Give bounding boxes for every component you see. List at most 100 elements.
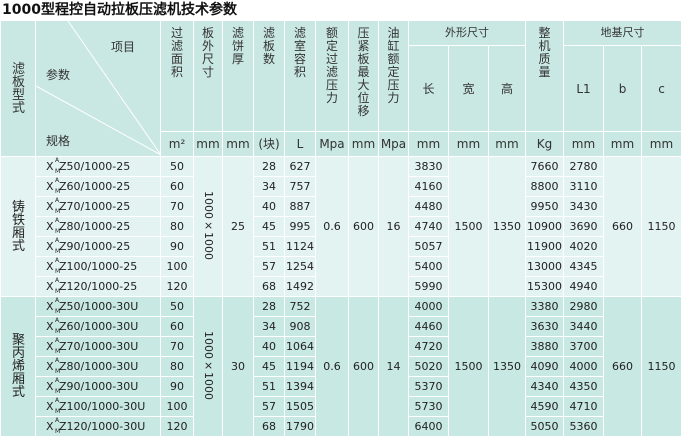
area: 100 xyxy=(167,400,188,413)
area-cell: 80 xyxy=(161,357,194,377)
model-name: Z50/1000-25 xyxy=(59,160,130,173)
l1-cell: 2780 xyxy=(564,157,604,177)
outer-dims-label: 外形尺寸 xyxy=(445,26,489,39)
model-name: Z80/1000-30U xyxy=(59,360,138,373)
sub-name: b xyxy=(619,82,627,96)
plate-size-cell: 1000×1000 xyxy=(194,157,223,297)
volume-cell: 995 xyxy=(285,217,316,237)
l1-cell: 4940 xyxy=(564,277,604,297)
unit: Mpa xyxy=(381,137,406,151)
weight: 5050 xyxy=(531,420,559,433)
area: 50 xyxy=(170,160,184,173)
l1: 3440 xyxy=(570,320,598,333)
travel-cell: 600 xyxy=(349,297,379,437)
height-cell: 1350 xyxy=(489,157,526,297)
length-cell: 4160 xyxy=(409,177,449,197)
weight-cell: 4090 xyxy=(526,357,564,377)
area: 90 xyxy=(170,240,184,253)
sub-name: 长 xyxy=(422,82,434,96)
plates: 45 xyxy=(262,220,276,233)
sub-name: 高 xyxy=(501,82,513,96)
volume-cell: 1492 xyxy=(285,277,316,297)
prefix-x: X xyxy=(46,300,54,313)
col-name: 滤板数 xyxy=(263,27,275,66)
l1: 2980 xyxy=(570,300,598,313)
oil-pressure-cell: 14 xyxy=(379,297,409,437)
unit-cell: mm xyxy=(449,132,489,157)
height: 1350 xyxy=(493,360,521,373)
width-cell: 1500 xyxy=(449,157,489,297)
pressure: 0.6 xyxy=(323,360,341,373)
area: 90 xyxy=(170,380,184,393)
header-base-dims: 地基尺寸 xyxy=(564,21,681,46)
width: 1500 xyxy=(455,360,483,373)
prefix-x: X xyxy=(46,200,54,213)
length: 5370 xyxy=(415,380,443,393)
b: 660 xyxy=(612,220,633,233)
l1: 4350 xyxy=(570,380,598,393)
weight-cell: 4340 xyxy=(526,377,564,397)
area-cell: 80 xyxy=(161,217,194,237)
volume-cell: 1064 xyxy=(285,337,316,357)
unit: L xyxy=(297,137,304,151)
col-name: 过滤面积 xyxy=(171,27,183,79)
length-cell: 4480 xyxy=(409,197,449,217)
header-weight: 整机质量 xyxy=(526,21,564,132)
plate-type-cell: 聚丙烯厢式 xyxy=(1,297,36,437)
length: 5990 xyxy=(415,280,443,293)
prefix-x: X xyxy=(46,420,54,433)
area-cell: 70 xyxy=(161,197,194,217)
model-name: Z90/1000-30U xyxy=(59,380,138,393)
header-col: 滤板数 xyxy=(254,21,285,132)
length: 4160 xyxy=(415,180,443,193)
travel: 600 xyxy=(353,220,374,233)
unit: mm xyxy=(611,137,634,151)
area-cell: 100 xyxy=(161,397,194,417)
plates: 57 xyxy=(262,260,276,273)
length-cell: 4000 xyxy=(409,297,449,317)
param-label: 参数 xyxy=(46,69,70,81)
l1: 4345 xyxy=(570,260,598,273)
c-cell: 1150 xyxy=(642,157,681,297)
area: 70 xyxy=(170,200,184,213)
l1: 3690 xyxy=(570,220,598,233)
length: 4000 xyxy=(415,300,443,313)
c-cell: 1150 xyxy=(642,297,681,437)
area-cell: 90 xyxy=(161,377,194,397)
col-name: 额定过滤压力 xyxy=(326,27,338,105)
unit: m² xyxy=(169,137,186,151)
b-cell: 660 xyxy=(604,297,642,437)
unit-cell: mm xyxy=(409,132,449,157)
plates-cell: 28 xyxy=(254,297,285,317)
unit: Kg xyxy=(537,137,553,151)
l1-cell: 3430 xyxy=(564,197,604,217)
plate-size: 1000×1000 xyxy=(202,331,214,400)
prefix-sub: M xyxy=(55,426,60,438)
plates-cell: 28 xyxy=(254,157,285,177)
header-outer-dims: 外形尺寸 xyxy=(409,21,526,46)
width-cell: 1500 xyxy=(449,297,489,437)
col-name: 板外尺寸 xyxy=(202,27,214,79)
volume: 1064 xyxy=(286,340,314,353)
model-name: Z70/1000-30U xyxy=(59,340,138,353)
unit: mm xyxy=(650,137,673,151)
volume-cell: 1505 xyxy=(285,397,316,417)
unit-cell: mm xyxy=(604,132,642,157)
weight: 10900 xyxy=(527,220,562,233)
unit: mm xyxy=(352,137,375,151)
prefix-x: X xyxy=(46,360,54,373)
l1: 4710 xyxy=(570,400,598,413)
unit: Mpa xyxy=(319,137,344,151)
travel-cell: 600 xyxy=(349,157,379,297)
plates: 28 xyxy=(262,300,276,313)
